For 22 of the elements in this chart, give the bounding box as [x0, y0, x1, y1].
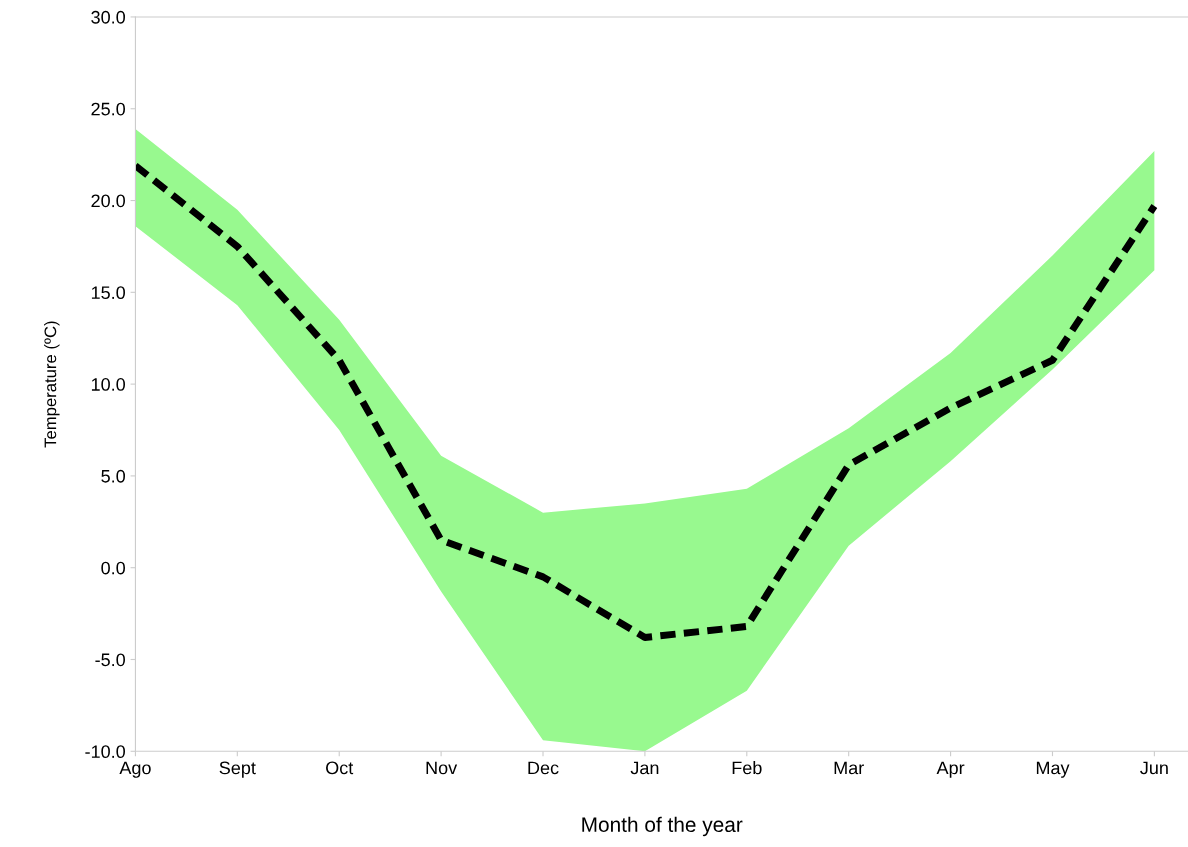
y-tick-label: -10.0	[85, 745, 126, 759]
x-axis-title: Month of the year	[582, 816, 743, 837]
x-tick-label: Feb	[732, 761, 762, 775]
y-tick-label: 30.0	[91, 10, 126, 24]
y-tick-label: 15.0	[91, 286, 126, 300]
x-tick-label: Jan	[630, 761, 659, 775]
x-tick-label: Mar	[834, 761, 864, 775]
x-tick-label: Ago	[119, 761, 151, 778]
x-tick-label: Jun	[1140, 761, 1168, 775]
y-axis-title: Temperature (ºC)	[44, 321, 60, 448]
x-tick-label: Nov	[426, 761, 458, 775]
x-tick-label: Apr	[936, 761, 965, 778]
y-tick-label: 0.0	[101, 561, 126, 575]
y-tick-label: 5.0	[101, 469, 126, 483]
x-tick-label: May	[1036, 761, 1070, 778]
y-tick-label: 25.0	[91, 102, 126, 116]
x-tick-label: Sept	[219, 761, 256, 778]
x-tick-label: Dec	[528, 761, 559, 775]
y-tick-label: -5.0	[95, 653, 126, 667]
y-tick-label: 10.0	[91, 378, 126, 391]
y-tick-label: 20.0	[91, 194, 126, 208]
x-tick-label: Oct	[326, 761, 354, 775]
